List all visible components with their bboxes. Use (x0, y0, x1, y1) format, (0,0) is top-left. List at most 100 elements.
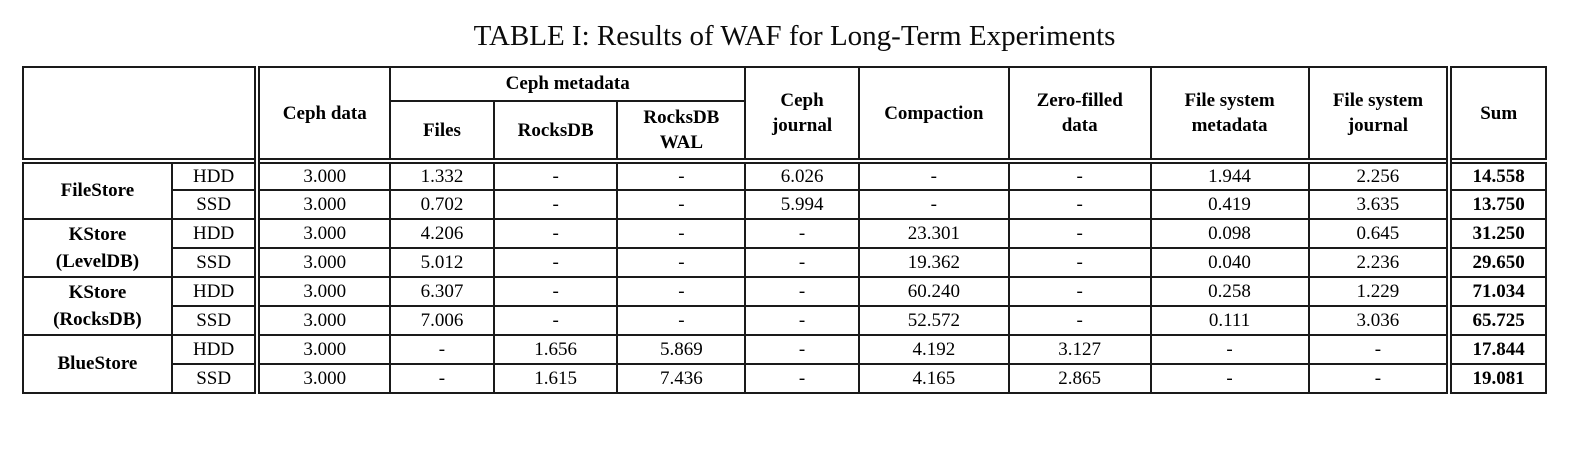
value-cell: - (744, 218, 860, 250)
group-label-kstore-rocksdb: KStore (RocksDB) (22, 276, 173, 337)
value-cell: 3.000 (256, 334, 392, 366)
value-cell: 1.656 (492, 334, 619, 366)
value-cell: 6.026 (744, 158, 860, 192)
value-cell: - (744, 247, 860, 279)
value-cell: 3.000 (256, 305, 392, 337)
value-cell: 3.000 (256, 218, 392, 250)
table-row: BlueStore HDD 3.000 - 1.656 5.869 - 4.19… (22, 334, 1547, 395)
value-cell: 2.256 (1307, 158, 1451, 192)
value-cell: - (744, 334, 860, 366)
value-cell: - (1007, 276, 1152, 308)
sum-cell: 29.650 (1446, 247, 1547, 279)
value-cell: - (616, 158, 747, 192)
value-cell: 7.006 (389, 305, 495, 337)
value-cell: - (389, 363, 495, 395)
table-row: KStore (LevelDB) HDD 3.000 4.206 - - - 2… (22, 218, 1547, 279)
value-cell: 2.236 (1307, 247, 1451, 279)
value-cell: - (1149, 363, 1310, 395)
table-row: SSD 3.000 0.702 - - 5.994 - - 0.419 3.63… (23, 189, 1547, 221)
col-header-ceph-journal: Ceph journal (744, 65, 860, 163)
value-cell: 0.040 (1149, 247, 1310, 279)
value-cell: 1.615 (492, 363, 619, 395)
value-cell: - (492, 189, 619, 221)
value-cell: - (744, 363, 860, 395)
value-cell: 2.865 (1007, 363, 1152, 395)
value-cell: - (492, 247, 619, 279)
col-header-zero-filled-data: Zero-filled data (1007, 65, 1152, 163)
value-cell: - (616, 305, 747, 337)
group-label-bluestore: BlueStore (22, 334, 173, 395)
device-cell: SSD (170, 363, 261, 395)
value-cell: - (744, 305, 860, 337)
value-cell: - (492, 158, 619, 192)
value-cell: - (616, 276, 747, 308)
value-cell: 5.869 (616, 334, 747, 366)
device-cell: HDD (170, 158, 261, 192)
value-cell: 0.645 (1307, 218, 1451, 250)
sum-cell: 31.250 (1446, 218, 1547, 250)
value-cell: - (1007, 305, 1152, 337)
value-cell: 0.702 (389, 189, 495, 221)
waf-results-table: Ceph data Ceph metadata Ceph journal Com… (21, 65, 1547, 395)
value-cell: 5.994 (744, 189, 860, 221)
value-cell: - (616, 218, 747, 250)
value-cell: 1.332 (389, 158, 495, 192)
value-cell: 0.098 (1149, 218, 1310, 250)
value-cell: 3.036 (1307, 305, 1451, 337)
value-cell: 3.000 (256, 158, 392, 192)
device-cell: HDD (170, 218, 261, 250)
value-cell: - (1149, 334, 1310, 366)
col-header-rocksdb-wal: RocksDB WAL (616, 99, 747, 163)
device-cell: SSD (170, 189, 261, 221)
value-cell: 7.436 (616, 363, 747, 395)
value-cell: 52.572 (857, 305, 1010, 337)
table-row: FileStore HDD 3.000 1.332 - - 6.026 - - … (22, 158, 1547, 221)
value-cell: - (492, 276, 619, 308)
value-cell: 4.192 (857, 334, 1010, 366)
value-cell: 0.419 (1149, 189, 1310, 221)
value-cell: - (1307, 363, 1451, 395)
value-cell: - (1007, 247, 1152, 279)
device-cell: SSD (170, 305, 261, 337)
value-cell: 60.240 (857, 276, 1010, 308)
sum-cell: 71.034 (1446, 276, 1547, 308)
value-cell: 5.012 (389, 247, 495, 279)
value-cell: - (389, 334, 495, 366)
col-header-rocksdb: RocksDB (492, 99, 619, 163)
value-cell: - (1007, 218, 1152, 250)
col-header-ceph-data: Ceph data (256, 65, 392, 163)
table-row: SSD 3.000 - 1.615 7.436 - 4.165 2.865 - … (23, 363, 1547, 395)
value-cell: - (492, 218, 619, 250)
table-row: SSD 3.000 5.012 - - - 19.362 - 0.040 2.2… (23, 247, 1547, 279)
device-cell: HDD (170, 334, 261, 366)
value-cell: 3.000 (256, 276, 392, 308)
value-cell: - (744, 276, 860, 308)
col-group-header-ceph-metadata: Ceph metadata (389, 66, 747, 102)
group-label-filestore: FileStore (22, 158, 173, 221)
value-cell: 1.229 (1307, 276, 1451, 308)
value-cell: 23.301 (857, 218, 1010, 250)
value-cell: - (616, 189, 747, 221)
value-cell: 3.127 (1007, 334, 1152, 366)
value-cell: 6.307 (389, 276, 495, 308)
value-cell: - (492, 305, 619, 337)
value-cell: - (857, 158, 1010, 192)
group-label-kstore-leveldb: KStore (LevelDB) (22, 218, 173, 279)
value-cell: 0.258 (1149, 276, 1310, 308)
value-cell: 4.206 (389, 218, 495, 250)
col-header-sum: Sum (1446, 65, 1547, 163)
value-cell: - (1307, 334, 1451, 366)
corner-cell (21, 65, 261, 163)
value-cell: - (1007, 158, 1152, 192)
sum-cell: 17.844 (1446, 334, 1547, 366)
value-cell: - (1007, 189, 1152, 221)
value-cell: 19.362 (857, 247, 1010, 279)
value-cell: - (857, 189, 1010, 221)
sum-cell: 13.750 (1446, 189, 1547, 221)
value-cell: 3.000 (256, 363, 392, 395)
col-header-fs-metadata: File system metadata (1149, 65, 1310, 163)
value-cell: 3.635 (1307, 189, 1451, 221)
value-cell: 1.944 (1149, 158, 1310, 192)
sum-cell: 14.558 (1446, 158, 1547, 192)
